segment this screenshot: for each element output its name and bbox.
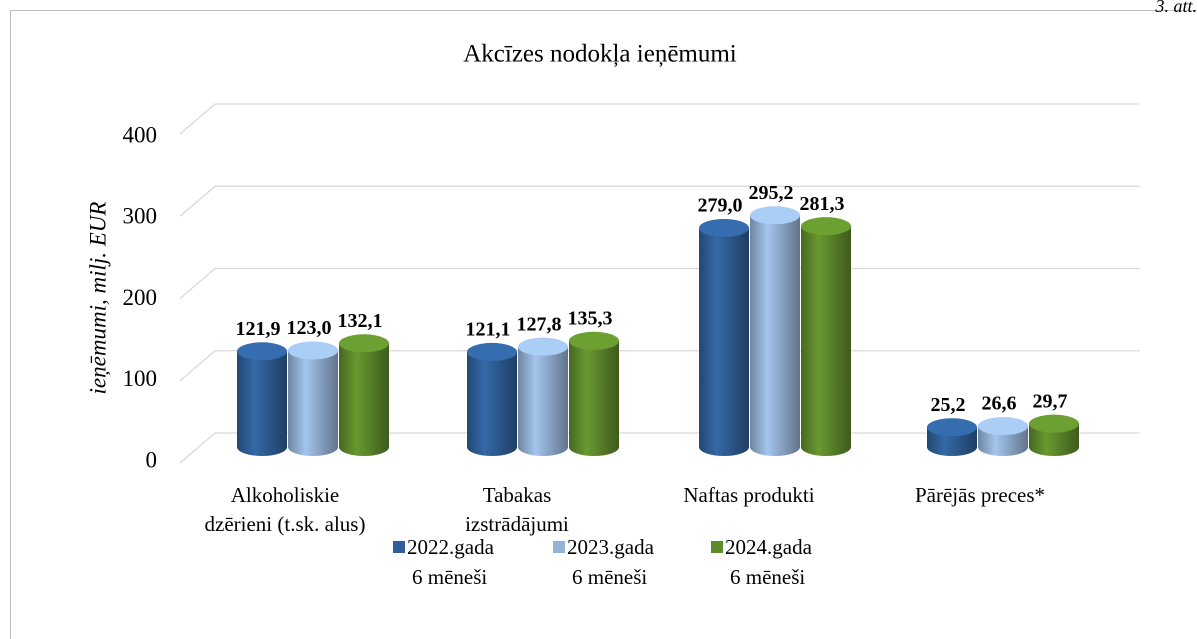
data-label: 132,1 <box>338 310 383 332</box>
bar-top <box>339 334 389 353</box>
bar-top <box>237 342 287 361</box>
bar-top <box>1029 414 1079 433</box>
y-tick-label: 200 <box>123 285 158 310</box>
data-label: 135,3 <box>568 307 613 329</box>
x-tick-line: izstrādājumi <box>465 512 569 536</box>
legend-swatch <box>711 541 723 553</box>
grid-line <box>179 267 1140 299</box>
bar-top <box>927 418 977 437</box>
bar <box>801 226 851 456</box>
bar <box>569 340 619 456</box>
bar-top <box>978 417 1028 436</box>
bar <box>518 346 568 456</box>
legend-label: 2024.gada <box>725 535 813 559</box>
y-tick-label: 100 <box>123 366 158 391</box>
data-label: 279,0 <box>698 195 743 217</box>
bar-top <box>699 218 749 237</box>
y-tick-label: 0 <box>146 447 158 472</box>
legend-label: 6 mēneši <box>412 565 487 589</box>
bar <box>1029 423 1079 456</box>
legend-label: 2022.gada <box>407 535 495 559</box>
bar-top <box>569 331 619 350</box>
x-tick-line: Alkoholiskie <box>231 483 340 507</box>
legend-swatch <box>393 541 405 553</box>
grid-line <box>179 103 1140 135</box>
chart-border <box>10 10 1197 639</box>
bar <box>237 351 287 456</box>
x-tick-line: Naftas produkti <box>683 483 814 507</box>
bar <box>699 227 749 456</box>
bar <box>750 215 800 456</box>
bar <box>288 350 338 456</box>
legend-swatch <box>553 541 565 553</box>
grid-line <box>179 185 1140 217</box>
legend-label: 2023.gada <box>567 535 655 559</box>
data-label: 26,6 <box>982 393 1017 415</box>
data-label: 127,8 <box>517 313 562 335</box>
y-tick-label: 400 <box>123 122 158 147</box>
x-tick-label: Naftas produkti <box>683 483 814 507</box>
x-tick-line: Tabakas <box>483 483 552 507</box>
legend-label: 6 mēneši <box>572 565 647 589</box>
x-tick-line: dzērieni (t.sk. alus) <box>205 512 366 536</box>
x-tick-label: Pārējās preces* <box>915 483 1045 507</box>
bar-top <box>467 342 517 361</box>
legend-label: 6 mēneši <box>730 565 805 589</box>
bar-top <box>288 341 338 360</box>
bar-top <box>801 217 851 236</box>
bar-top <box>750 206 800 225</box>
x-tick-label: Alkoholiskie dzērieni (t.sk. alus) <box>205 483 366 536</box>
data-label: 121,1 <box>466 319 511 341</box>
data-label: 121,9 <box>236 318 281 340</box>
bar <box>339 343 389 456</box>
figure-note: 3. att. <box>1154 0 1197 16</box>
bar-top <box>518 337 568 356</box>
y-tick-label: 300 <box>123 204 158 229</box>
data-label: 281,3 <box>800 193 845 215</box>
data-label: 25,2 <box>931 394 966 416</box>
data-label: 295,2 <box>749 182 794 204</box>
data-label: 123,0 <box>287 317 332 339</box>
bar <box>467 351 517 456</box>
x-tick-line: Pārējās preces* <box>915 483 1045 507</box>
y-axis-title: ieņēmumi, milj. EUR <box>85 202 111 395</box>
x-tick-label: Tabakas izstrādājumi <box>465 483 569 536</box>
data-label: 29,7 <box>1033 390 1068 412</box>
chart-title: Akcīzes nodokļa ieņēmumi <box>463 41 737 68</box>
